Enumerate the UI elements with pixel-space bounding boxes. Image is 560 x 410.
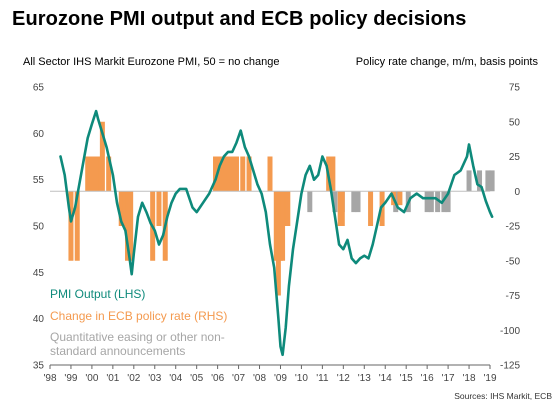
rate-bar [240,156,246,192]
right-tick-label: 25 [509,152,521,163]
x-tick-label: '00 [85,373,98,384]
x-tick-label: '10 [295,373,308,384]
rate-bar [213,156,219,192]
right-tick-label: 0 [514,187,520,198]
pmi-line-group [59,109,494,357]
left-tick-label: 35 [33,361,45,372]
qe-bar [485,170,491,192]
source-note: Sources: IHS Markit, ECB [454,391,552,401]
x-tick-label: '99 [64,373,77,384]
qe-bar [435,191,441,213]
qe-bar [445,191,451,213]
x-tick-label: '14 [379,373,392,384]
left-tick-label: 65 [33,83,45,94]
rate-bar [99,121,105,192]
left-tick-label: 60 [33,129,45,140]
x-tick-label: '04 [169,373,182,384]
left-tick-label: 55 [33,175,45,186]
left-tick-label: 45 [33,268,45,279]
right-tick-label: -100 [500,326,520,337]
rate-bar [339,191,345,226]
left-tick-label: 40 [33,314,45,325]
qe-bar [489,170,495,192]
rate-bar [68,191,74,261]
rate-bar [125,191,131,261]
right-tick-label: -125 [500,361,520,372]
right-tick-label: 75 [509,83,521,94]
left-axis-ticks: 35 40 45 50 55 60 65 [33,83,45,372]
rate-bar [219,156,225,192]
x-tick-label: '02 [127,373,140,384]
x-tick-label: '17 [442,373,455,384]
x-tick-label: '19 [483,373,496,384]
x-tick-label: '15 [400,373,413,384]
rate-bar [285,191,291,226]
rate-bar [118,191,124,226]
rate-bar [156,191,162,226]
right-tick-label: -25 [506,222,521,233]
x-tick-label: '03 [148,373,161,384]
x-tick-label: '06 [211,373,224,384]
rate-bar [397,191,403,206]
pmi-line [59,109,494,357]
right-axis-title: Policy rate change, m/m, basis points [355,56,538,68]
x-tick-label: '16 [421,373,434,384]
x-tick-label: '09 [274,373,287,384]
rate-bar [227,156,233,192]
rate-bar [368,191,374,226]
qe-bar [424,191,430,213]
right-tick-label: 50 [509,117,521,128]
rate-bar [128,191,134,261]
legend-rate: Change in ECB policy rate (RHS) [50,309,227,323]
rate-bar [233,156,239,192]
legend-qe: Quantitative easing or other non-standar… [50,330,225,358]
rate-bar [91,156,97,192]
rate-bar [330,156,336,192]
legend-pmi: PMI Output (LHS) [50,287,145,301]
x-tick-label: '11 [316,373,329,384]
right-tick-label: -50 [506,256,521,267]
rate-bar [85,156,91,192]
rate-bar [95,156,101,192]
rate-bar [246,156,252,192]
left-axis-title: All Sector IHS Markit Eurozone PMI, 50 =… [23,56,280,68]
left-tick-label: 50 [33,222,45,233]
x-tick-label: '01 [106,373,119,384]
qe-bar [351,191,357,213]
qe-bar [307,191,313,213]
x-tick-label: '12 [337,373,350,384]
qe-bar [355,191,361,213]
rate-bar [379,191,385,226]
rate-bar [106,156,112,192]
qe-bar [466,170,472,192]
qe-bar [428,191,434,213]
x-tick-label: '07 [232,373,245,384]
x-tick-label: '05 [190,373,203,384]
rate-bar [267,156,273,192]
chart-title: Eurozone PMI output and ECB policy decis… [12,8,467,30]
rate-bar [74,191,80,261]
rate-bar [280,191,286,261]
x-axis-ticks: '98 '99 '00 '01 '02 '03 '04 '05 '06 '07 '08 '09 '10 '… [43,365,497,384]
rate-bars [68,121,403,296]
legend: PMI Output (LHS) Change in ECB policy ra… [50,287,227,358]
qe-bar [477,170,483,192]
right-axis-ticks: -125 -100 -75 -50 -25 0 25 50 75 [500,83,520,372]
x-tick-label: '08 [253,373,266,384]
right-tick-label: -75 [506,291,521,302]
x-tick-label: '98 [43,373,56,384]
qe-bar [332,191,338,213]
x-tick-label: '13 [358,373,371,384]
x-tick-label: '18 [463,373,476,384]
